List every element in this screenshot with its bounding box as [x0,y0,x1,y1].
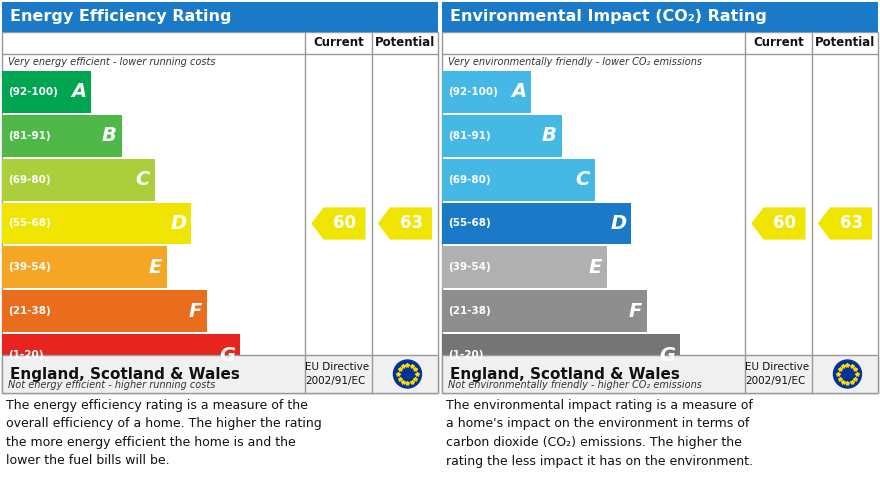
Text: 63: 63 [840,214,862,233]
Text: The environmental impact rating is a measure of
a home's impact on the environme: The environmental impact rating is a mea… [446,399,753,467]
Circle shape [833,360,862,388]
Bar [2,290,207,332]
Text: (92-100): (92-100) [448,87,498,97]
Text: F: F [188,302,202,321]
Text: (92-100): (92-100) [8,87,58,97]
Bar [2,355,438,393]
Bar [2,334,240,376]
Text: F: F [628,302,642,321]
Bar [442,32,878,393]
Text: (55-68): (55-68) [448,218,491,228]
Text: EU Directive
2002/91/EC: EU Directive 2002/91/EC [745,362,809,386]
Text: EU Directive
2002/91/EC: EU Directive 2002/91/EC [305,362,369,386]
Bar [442,71,532,113]
Text: E: E [149,258,162,277]
Text: England, Scotland & Wales: England, Scotland & Wales [10,366,240,382]
Bar [442,290,647,332]
Bar [2,71,92,113]
Text: D: D [610,214,627,233]
Text: 63: 63 [400,214,422,233]
Polygon shape [377,207,433,241]
Bar [2,159,155,201]
Text: E: E [589,258,602,277]
Bar [442,355,878,393]
Text: Energy Efficiency Rating: Energy Efficiency Rating [10,9,231,25]
Text: B: B [102,126,117,145]
Bar [442,246,607,288]
Text: (81-91): (81-91) [448,131,491,141]
Text: (69-80): (69-80) [448,175,491,185]
Text: 60: 60 [774,214,796,233]
Bar [442,203,631,245]
Text: (55-68): (55-68) [8,218,51,228]
Text: A: A [71,82,86,102]
Text: A: A [511,82,526,102]
Text: Current: Current [313,36,363,49]
Text: Potential: Potential [375,36,435,49]
Text: Very energy efficient - lower running costs: Very energy efficient - lower running co… [8,57,216,67]
Text: 60: 60 [334,214,356,233]
Text: Not environmentally friendly - higher CO₂ emissions: Not environmentally friendly - higher CO… [448,380,702,390]
Text: Environmental Impact (CO₂) Rating: Environmental Impact (CO₂) Rating [450,9,766,25]
Bar [2,2,438,32]
Text: (39-54): (39-54) [448,262,491,272]
Text: England, Scotland & Wales: England, Scotland & Wales [450,366,680,382]
Text: (21-38): (21-38) [448,306,491,316]
Text: Current: Current [753,36,803,49]
Text: Potential: Potential [815,36,875,49]
Text: C: C [136,170,150,189]
Bar [2,246,167,288]
Text: (1-20): (1-20) [8,350,43,360]
Bar [442,2,878,32]
Text: (69-80): (69-80) [8,175,51,185]
Text: G: G [219,346,235,364]
Polygon shape [750,207,807,241]
Text: B: B [542,126,557,145]
Bar [2,32,438,393]
Bar [442,115,561,157]
Text: (39-54): (39-54) [8,262,51,272]
Bar [2,115,121,157]
Bar [2,203,191,245]
Text: D: D [170,214,187,233]
Text: Not energy efficient - higher running costs: Not energy efficient - higher running co… [8,380,216,390]
Polygon shape [817,207,873,241]
Text: (81-91): (81-91) [8,131,51,141]
Bar [442,159,595,201]
Bar [442,334,680,376]
Circle shape [393,360,422,388]
Text: (1-20): (1-20) [448,350,483,360]
Text: C: C [576,170,590,189]
Text: G: G [659,346,675,364]
Text: The energy efficiency rating is a measure of the
overall efficiency of a home. T: The energy efficiency rating is a measur… [6,399,322,467]
Polygon shape [310,207,367,241]
Text: (21-38): (21-38) [8,306,51,316]
Text: Very environmentally friendly - lower CO₂ emissions: Very environmentally friendly - lower CO… [448,57,702,67]
